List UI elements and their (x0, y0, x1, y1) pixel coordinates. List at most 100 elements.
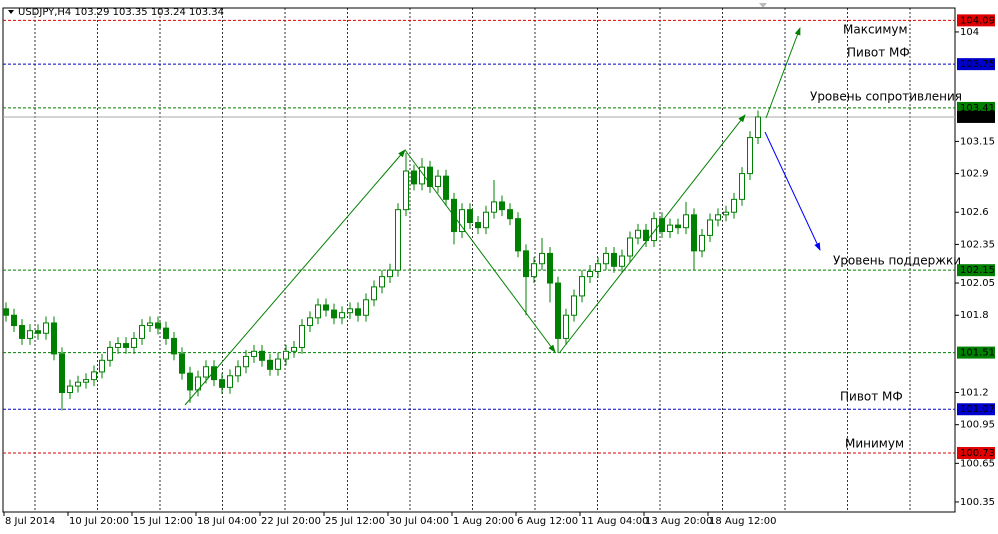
candle-body (131, 337, 137, 348)
candle-body (323, 304, 329, 311)
candle-body (715, 214, 721, 221)
candle-body (539, 252, 545, 265)
candle-body (435, 175, 441, 187)
annotation: Пивот МФ (847, 46, 910, 60)
y-tick-label: 104 (960, 27, 979, 38)
candle-body (211, 366, 217, 381)
candle-body (619, 255, 625, 267)
menu-triangle[interactable] (8, 10, 14, 14)
y-tick-label: 101.8 (960, 310, 989, 321)
level-box (957, 403, 995, 416)
candle-body (291, 346, 297, 352)
candle-body (339, 312, 345, 319)
x-tick-label: 30 Jul 04:00 (389, 516, 449, 527)
y-tick-label: 102.6 (960, 207, 989, 218)
annotation: Максимум (843, 23, 908, 37)
annotation: Минимум (845, 437, 904, 451)
x-tick-label: 1 Aug 20:00 (453, 516, 514, 527)
arrow (184, 149, 406, 406)
candle-body (227, 375, 233, 388)
x-tick-label: 11 Aug 04:00 (581, 516, 648, 527)
candle-body (147, 322, 153, 327)
current-price-label: 103.34 (960, 112, 995, 123)
x-tick-label: 18 Jul 04:00 (197, 516, 257, 527)
level-label: 102.15 (960, 265, 995, 276)
chart-layer: 104 103.15 102.9 102.6 102.35 102.05 101.8 101.… (3, 14, 995, 527)
candle-body (483, 211, 489, 229)
candle-body (203, 366, 209, 378)
x-tick-label: 22 Jul 20:00 (261, 516, 321, 527)
candle-body (643, 229, 649, 242)
level-box (957, 264, 995, 277)
candle-body (699, 234, 705, 252)
arrow (764, 131, 821, 251)
candle-body (59, 353, 65, 394)
annotation: Уровень сопротивления (810, 90, 962, 104)
candle-body (75, 381, 81, 387)
candle-body (219, 379, 225, 388)
candle-body (139, 325, 145, 339)
candle-body (651, 218, 657, 242)
chart-title: USDJPY,H4 103.29 103.35 103.24 103.34 (18, 7, 224, 18)
candle-body (443, 175, 449, 200)
candle-body (275, 358, 281, 370)
level-label: 103.75 (960, 59, 995, 70)
trend-arrows (184, 27, 821, 406)
candle-body (355, 308, 361, 316)
candle-body (595, 263, 601, 272)
candle-body (91, 371, 97, 381)
level-box (957, 101, 995, 114)
level-box (957, 14, 995, 27)
candle-body (747, 137, 753, 175)
candle-body (611, 252, 617, 267)
y-tick-label: 101.2 (960, 388, 989, 399)
candle-body (683, 214, 689, 229)
candle-body (27, 330, 33, 339)
level-label: 101.07 (960, 404, 995, 415)
candle-body (571, 295, 577, 316)
candle-body (67, 385, 73, 394)
candle-body (115, 343, 121, 348)
x-tick-label: 8 Jul 2014 (5, 516, 55, 527)
x-tick-label: 10 Jul 20:00 (69, 516, 129, 527)
candle-body (635, 229, 641, 239)
candle-body (163, 327, 169, 339)
level-box (957, 58, 995, 71)
candle-body (675, 224, 681, 229)
vertical-grid (34, 8, 911, 512)
candle-body (259, 350, 265, 361)
y-tick-label: 100.35 (960, 497, 995, 508)
y-tick-label: 102.05 (960, 278, 995, 289)
candle-body (379, 276, 385, 288)
candle-body (427, 166, 433, 187)
y-tick-label: 103.15 (960, 136, 995, 147)
candle-body (515, 218, 521, 252)
candle-body (347, 308, 353, 314)
current-price-box (957, 110, 995, 123)
y-tick-label: 100.95 (960, 420, 995, 431)
candle-body (563, 314, 569, 339)
candle-body (3, 308, 9, 316)
candle-body (475, 222, 481, 229)
level-label: 103.41 (960, 103, 995, 114)
candle-body (467, 209, 473, 224)
candle-body (235, 366, 241, 377)
y-tick-label: 100.65 (960, 458, 995, 469)
candle-body (667, 224, 673, 233)
candle-body (299, 325, 305, 348)
candle-body (579, 276, 585, 297)
candle-body (243, 355, 249, 368)
x-tick-label: 25 Jul 12:00 (325, 516, 385, 527)
y-tick-label: 102.9 (960, 169, 989, 180)
candle-body (387, 269, 393, 278)
level-box (957, 447, 995, 460)
candle-body (707, 219, 713, 236)
x-tick-label: 18 Aug 12:00 (709, 516, 776, 527)
candle-body (99, 359, 105, 373)
candle-body (83, 379, 89, 383)
candle-body (523, 250, 529, 278)
level-box (957, 346, 995, 359)
candle-body (123, 343, 129, 348)
candle-body (491, 201, 497, 213)
